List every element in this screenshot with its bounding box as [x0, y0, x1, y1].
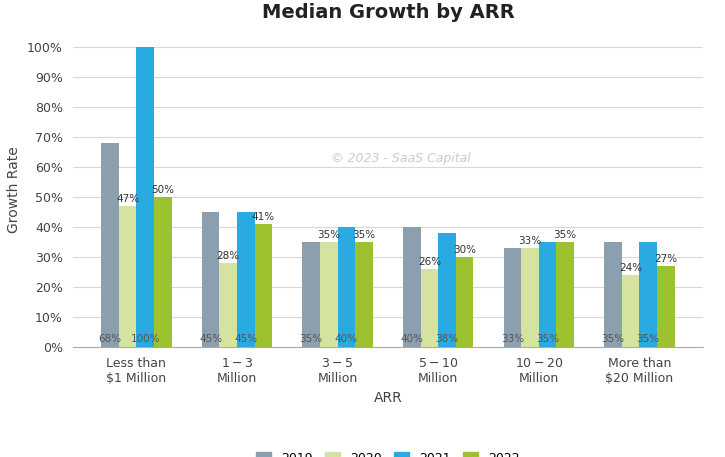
- Text: 30%: 30%: [453, 245, 476, 255]
- Bar: [521, 248, 539, 347]
- Bar: [657, 266, 674, 347]
- Text: 27%: 27%: [654, 254, 677, 264]
- Bar: [604, 242, 622, 347]
- Text: 100%: 100%: [130, 335, 160, 344]
- Legend: 2019, 2020, 2021, 2022: 2019, 2020, 2021, 2022: [252, 448, 523, 457]
- Bar: [456, 257, 473, 347]
- Bar: [539, 242, 556, 347]
- Bar: [639, 242, 657, 347]
- Text: 35%: 35%: [299, 335, 323, 344]
- Bar: [102, 143, 119, 347]
- X-axis label: ARR: ARR: [373, 391, 402, 404]
- Bar: [254, 224, 272, 347]
- Text: 26%: 26%: [418, 257, 441, 267]
- Text: 35%: 35%: [536, 335, 559, 344]
- Title: Median Growth by ARR: Median Growth by ARR: [262, 3, 514, 22]
- Bar: [220, 263, 237, 347]
- Bar: [556, 242, 574, 347]
- Text: © 2023 - SaaS Capital: © 2023 - SaaS Capital: [331, 152, 471, 165]
- Text: 28%: 28%: [217, 251, 240, 261]
- Y-axis label: Growth Rate: Growth Rate: [7, 146, 21, 233]
- Bar: [622, 275, 639, 347]
- Bar: [504, 248, 521, 347]
- Bar: [202, 212, 220, 347]
- Text: 68%: 68%: [99, 335, 122, 344]
- Text: 47%: 47%: [116, 194, 139, 204]
- Text: 38%: 38%: [436, 335, 458, 344]
- Text: 35%: 35%: [318, 230, 340, 240]
- Bar: [237, 212, 254, 347]
- Bar: [302, 242, 320, 347]
- Text: 24%: 24%: [619, 263, 642, 273]
- Text: 35%: 35%: [352, 230, 376, 240]
- Bar: [403, 227, 420, 347]
- Bar: [154, 197, 172, 347]
- Text: 35%: 35%: [554, 230, 577, 240]
- Bar: [338, 227, 355, 347]
- Text: 35%: 35%: [637, 335, 660, 344]
- Bar: [420, 269, 438, 347]
- Text: 33%: 33%: [501, 335, 524, 344]
- Bar: [136, 47, 154, 347]
- Text: 45%: 45%: [234, 335, 257, 344]
- Text: 35%: 35%: [602, 335, 624, 344]
- Text: 40%: 40%: [400, 335, 423, 344]
- Text: 40%: 40%: [335, 335, 358, 344]
- Bar: [355, 242, 373, 347]
- Text: 41%: 41%: [252, 212, 275, 222]
- Text: 33%: 33%: [518, 236, 542, 246]
- Bar: [119, 206, 136, 347]
- Text: 45%: 45%: [199, 335, 222, 344]
- Bar: [320, 242, 338, 347]
- Text: 50%: 50%: [152, 185, 174, 195]
- Bar: [438, 233, 456, 347]
